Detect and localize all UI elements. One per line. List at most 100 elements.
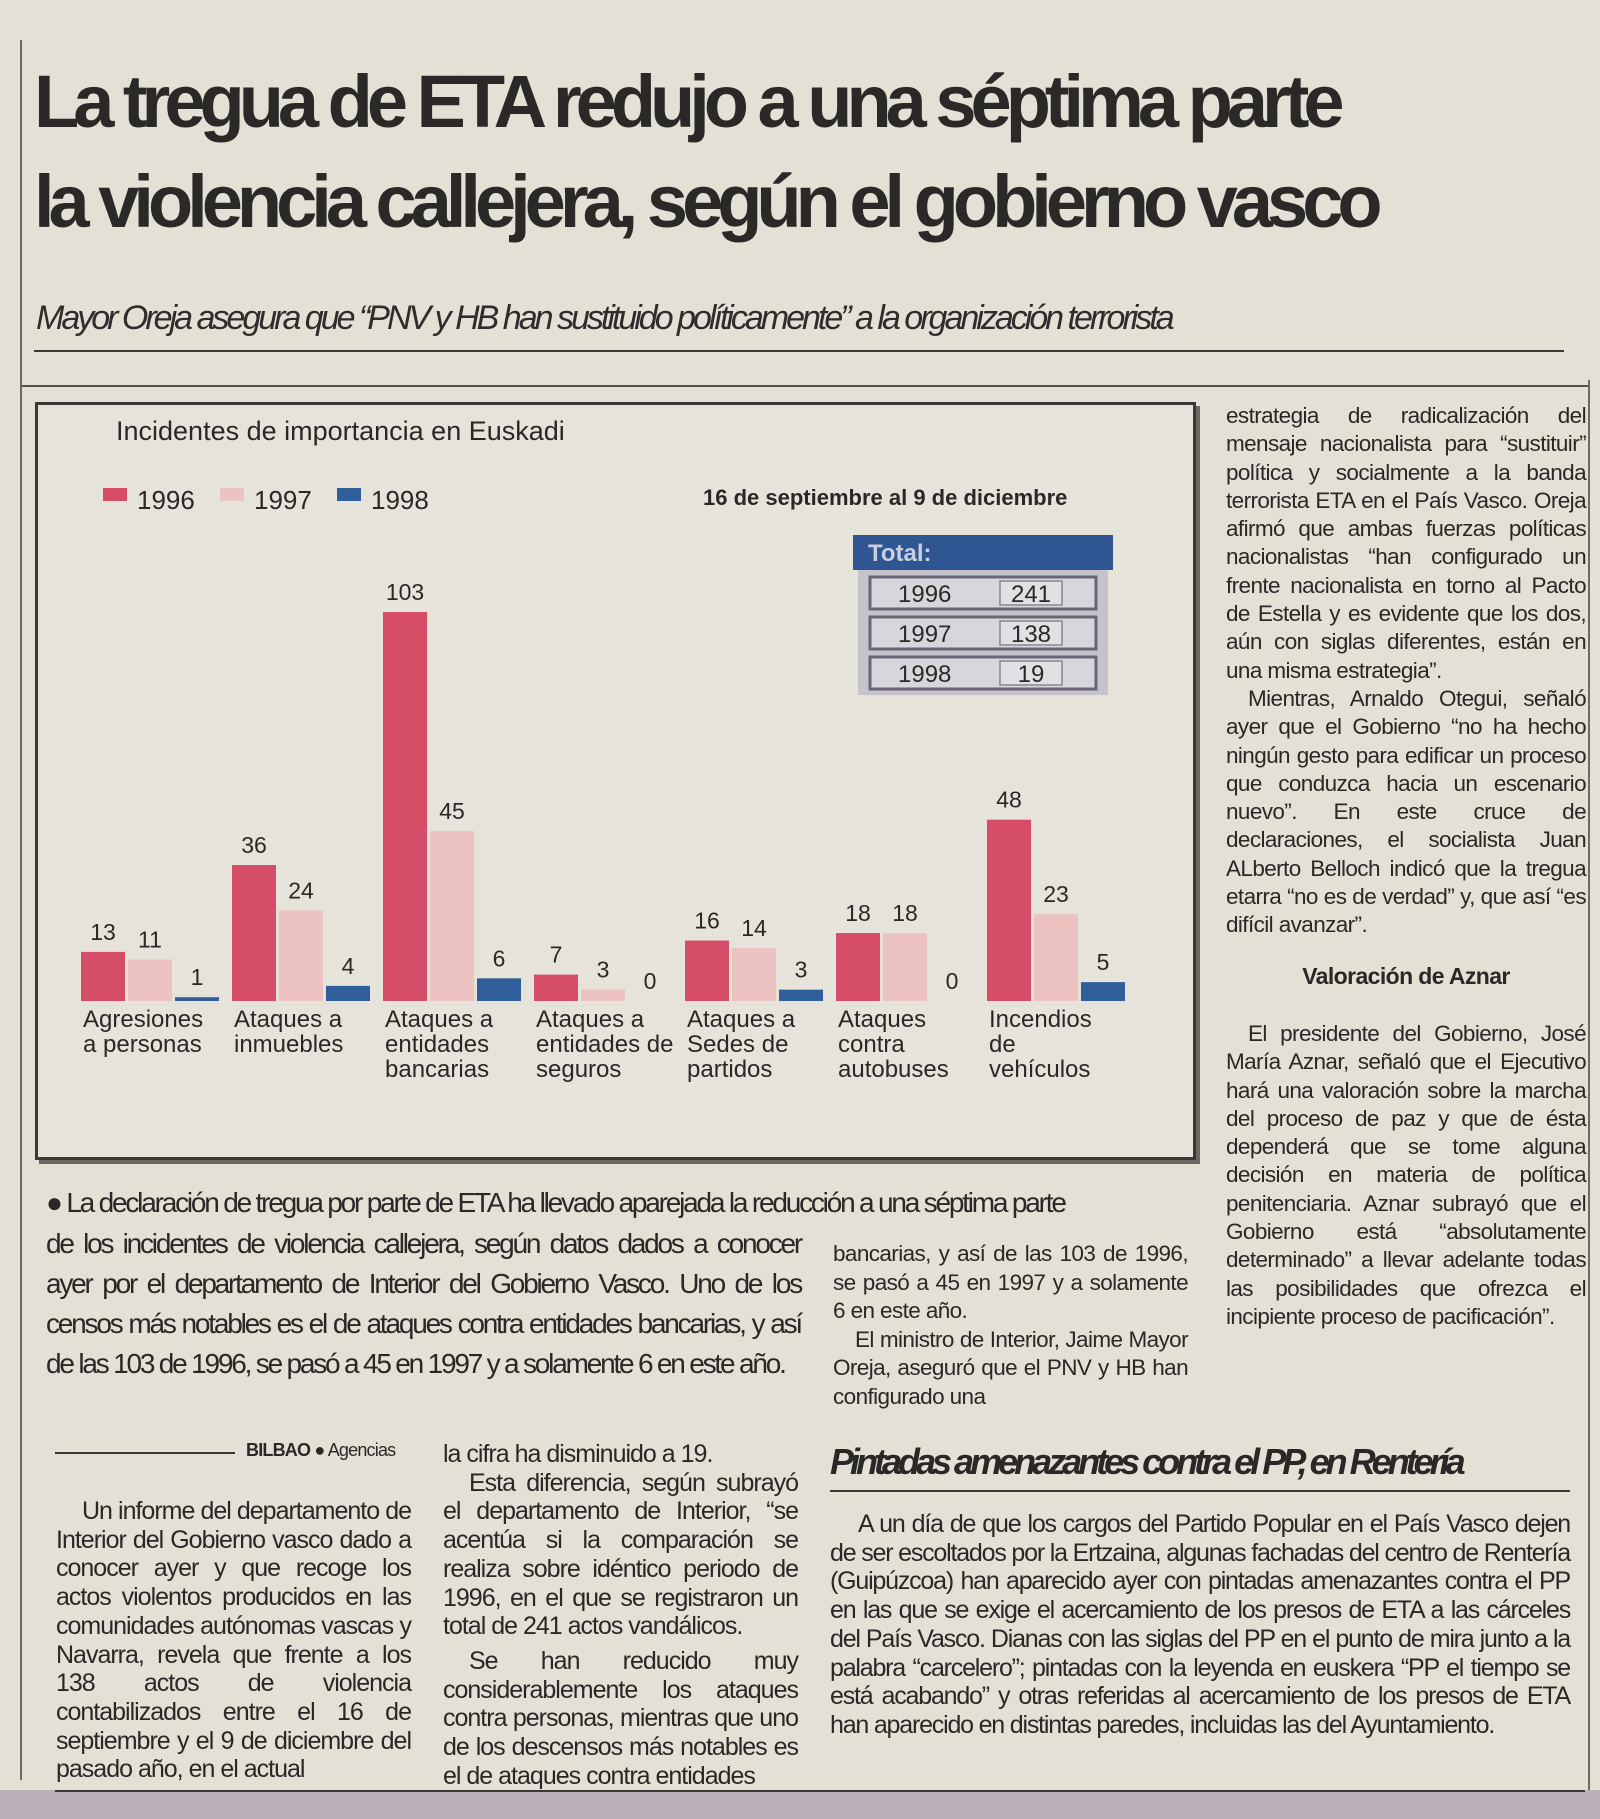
data-label: 3 <box>597 957 610 983</box>
legend-label: 1996 <box>137 485 195 515</box>
paragraph: bancarias, y así de las 103 de 1996, se … <box>833 1241 1189 1323</box>
data-label: 0 <box>946 968 959 994</box>
category-label: Ataques <box>838 1006 926 1033</box>
divider <box>22 385 1588 387</box>
category-label: de <box>989 1031 1016 1058</box>
paragraph: Un informe del departamento de Interior … <box>56 1497 412 1784</box>
headline-line-1: La tregua de ETA redujo a una séptima pa… <box>34 60 1345 143</box>
data-label: 13 <box>90 919 116 945</box>
bar-1997 <box>279 910 323 1001</box>
lead-paragraph: de los incidentes de violencia callejera… <box>46 1228 803 1379</box>
bar-1996 <box>685 940 729 1001</box>
data-label: 48 <box>996 787 1022 813</box>
category-label: Sedes de <box>687 1031 788 1058</box>
bar-1997 <box>1034 914 1078 1001</box>
bar-1997 <box>883 933 927 1001</box>
lead-text: La declaración de tregua por parte de ET… <box>66 1187 1067 1218</box>
data-label: 7 <box>550 942 563 968</box>
bar-1996 <box>383 612 427 1001</box>
data-label: 103 <box>386 579 424 605</box>
bottom-rule <box>55 1790 1585 1792</box>
lead-first-line: ● La declaración de tregua por parte de … <box>46 1185 1196 1221</box>
legend-swatch <box>220 488 244 501</box>
legend-swatch <box>103 488 127 501</box>
right-column: estrategia de radicalización del mensaje… <box>1226 402 1587 1331</box>
totals-value: 19 <box>1018 661 1045 688</box>
body-column-2: la cifra ha disminuido a 19. Esta difere… <box>443 1440 799 1790</box>
data-label: 3 <box>795 957 808 983</box>
bar-1997 <box>430 831 474 1001</box>
headline: La tregua de ETA redujo a una séptima pa… <box>34 52 1579 252</box>
subtitle-underline <box>34 350 1564 352</box>
data-label: 11 <box>138 926 162 952</box>
totals-header-bg <box>853 535 1113 570</box>
side-article-rule <box>830 1490 1570 1492</box>
legend-swatch <box>337 488 361 501</box>
totals-value: 138 <box>1011 621 1051 648</box>
bar-1996 <box>232 865 276 1001</box>
category-label: seguros <box>536 1056 621 1083</box>
headline-line-2: la violencia callejera, según el gobiern… <box>34 160 1383 243</box>
bar-1996 <box>836 933 880 1001</box>
byline-source: Agencias <box>327 1440 396 1460</box>
data-label: 4 <box>342 953 355 979</box>
totals-value-cell <box>999 660 1063 686</box>
paragraph: Mientras, Arnaldo Otegui, señaló ayer qu… <box>1226 685 1587 938</box>
bar-1996 <box>987 819 1031 1001</box>
subheading: Valoración de Aznar <box>1302 962 1510 989</box>
data-label: 24 <box>288 877 314 903</box>
byline: BILBAO ● Agencias <box>246 1440 396 1461</box>
legend-label: 1997 <box>254 485 312 515</box>
totals-year: 1997 <box>898 621 951 648</box>
category-label: entidades <box>385 1031 489 1058</box>
data-label: 18 <box>845 900 871 926</box>
category-label: Incendios <box>989 1006 1092 1033</box>
category-label: Agresiones <box>83 1006 203 1033</box>
byline-rule <box>55 1452 235 1454</box>
bullet-icon: ● <box>46 1187 63 1218</box>
totals-header: Total: <box>868 540 932 567</box>
category-label: inmuebles <box>234 1031 343 1058</box>
body-column-1: Un informe del departamento de Interior … <box>56 1497 412 1784</box>
category-label: Ataques a <box>234 1006 343 1033</box>
paragraph: El presidente del Gobierno, José María A… <box>1226 1020 1587 1329</box>
bar-1996 <box>534 974 578 1001</box>
data-label: 45 <box>439 798 465 824</box>
next-page-strip <box>0 1790 1600 1819</box>
page-edge-right <box>1588 380 1590 1790</box>
data-label: 6 <box>493 945 506 971</box>
bar-1998 <box>477 978 521 1001</box>
data-label: 36 <box>241 832 267 858</box>
side-article-body: A un día de que los cargos del Partido P… <box>830 1510 1571 1740</box>
middle-column: bancarias, y así de las 103 de 1996, se … <box>833 1240 1189 1411</box>
bar-1997 <box>732 948 776 1001</box>
paragraph: la cifra ha disminuido a 19. <box>443 1440 713 1468</box>
category-label: contra <box>838 1031 905 1058</box>
bullet-icon: ● <box>314 1440 325 1460</box>
category-label: entidades de <box>536 1031 673 1058</box>
totals-year: 1996 <box>898 581 951 608</box>
data-label: 16 <box>694 908 720 934</box>
subtitle: Mayor Oreja asegura que “PNV y HB han su… <box>36 299 1175 337</box>
bar-1997 <box>128 959 172 1001</box>
totals-value-cell <box>999 620 1063 646</box>
totals-year: 1998 <box>898 661 951 688</box>
side-article-title: Pintadas amenazantes contra el PP, en Re… <box>830 1441 1466 1482</box>
bar-1997 <box>581 989 625 1001</box>
category-label: a personas <box>83 1031 202 1058</box>
totals-value: 241 <box>1011 581 1051 608</box>
paragraph: El ministro de Interior, Jaime Mayor Ore… <box>833 1326 1189 1409</box>
bar-1998 <box>779 989 823 1001</box>
data-label: 23 <box>1043 881 1069 907</box>
paragraph: A un día de que los cargos del Partido P… <box>830 1510 1571 1739</box>
category-label: Ataques a <box>687 1006 796 1033</box>
byline-city: BILBAO <box>246 1440 311 1460</box>
data-label: 5 <box>1097 949 1110 975</box>
paragraph: Esta diferencia, según subrayó el depart… <box>443 1468 799 1641</box>
totals-value-cell <box>999 580 1063 606</box>
data-label: 18 <box>892 900 918 926</box>
bar-1998 <box>1081 982 1125 1001</box>
paragraph: estrategia de radicalización del mensaje… <box>1226 403 1587 683</box>
legend-label: 1998 <box>371 485 429 515</box>
